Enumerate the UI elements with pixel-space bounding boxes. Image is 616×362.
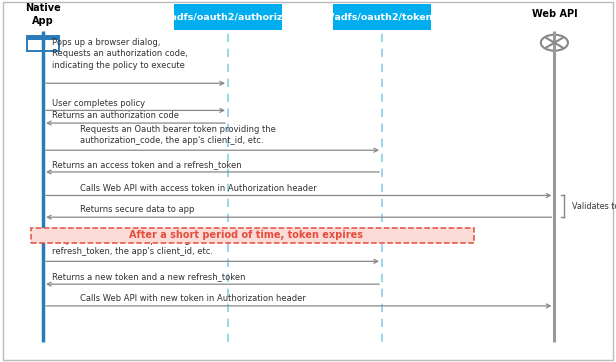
Text: Native
App: Native App — [25, 3, 61, 26]
FancyBboxPatch shape — [31, 228, 474, 243]
Text: After a short period of time, token expires: After a short period of time, token expi… — [129, 230, 363, 240]
FancyBboxPatch shape — [27, 36, 59, 41]
Text: User completes policy: User completes policy — [52, 98, 145, 108]
Text: Validates token: Validates token — [572, 202, 616, 211]
Text: Returns secure data to app: Returns secure data to app — [80, 205, 195, 214]
Text: /adfs/oauth2/authorize: /adfs/oauth2/authorize — [167, 13, 289, 22]
FancyBboxPatch shape — [27, 36, 59, 51]
Text: Requests a new token, providing the
refresh_token, the app's client_id, etc.: Requests a new token, providing the refr… — [52, 236, 213, 256]
Text: Requests an Oauth bearer token providing the
authorization_code, the app's clien: Requests an Oauth bearer token providing… — [80, 125, 276, 145]
Text: Returns an access token and a refresh_token: Returns an access token and a refresh_to… — [52, 160, 242, 169]
Text: Returns a new token and a new refresh_token: Returns a new token and a new refresh_to… — [52, 272, 246, 281]
Text: Returns an authorization code: Returns an authorization code — [52, 111, 179, 120]
Text: Calls Web API with new token in Authorization header: Calls Web API with new token in Authoriz… — [80, 294, 306, 303]
Text: Pops up a browser dialog,
Requests an authorization code,
indicating the policy : Pops up a browser dialog, Requests an au… — [52, 38, 188, 70]
Text: Web API: Web API — [532, 9, 577, 20]
Text: /adfs/oauth2/token: /adfs/oauth2/token — [331, 13, 432, 22]
FancyBboxPatch shape — [174, 4, 282, 30]
Text: Calls Web API with access token in Authorization header: Calls Web API with access token in Autho… — [80, 184, 317, 193]
FancyBboxPatch shape — [333, 4, 431, 30]
